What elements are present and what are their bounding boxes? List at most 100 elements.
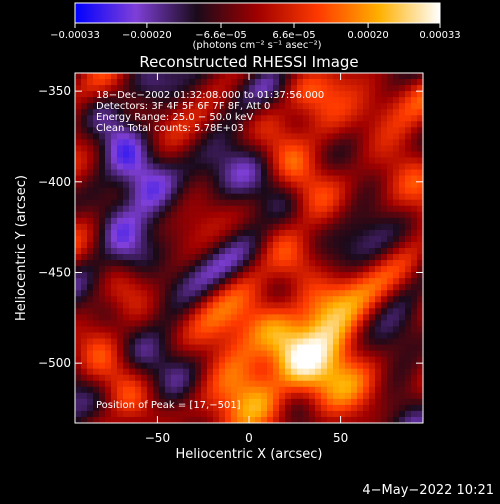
heatmap-cell (195, 163, 202, 171)
heatmap-cell (297, 181, 304, 189)
heatmap-cell (411, 392, 418, 400)
heatmap-cell (183, 121, 190, 128)
heatmap-cell (141, 211, 148, 219)
heatmap-cell (117, 223, 124, 231)
heatmap-cell (189, 284, 196, 291)
heatmap-cell (393, 121, 400, 128)
heatmap-cell (327, 272, 334, 279)
heatmap-cell (123, 278, 130, 285)
heatmap-cell (195, 121, 202, 128)
heatmap-cell (381, 115, 388, 122)
heatmap-cell (111, 73, 118, 80)
heatmap-cell (375, 302, 382, 309)
heatmap-cell (219, 368, 226, 376)
heatmap-cell (243, 229, 250, 237)
heatmap-cell (159, 356, 166, 364)
heatmap-cell (315, 398, 322, 406)
y-axis-ticks: −350−400−450−500 (38, 84, 423, 370)
heatmap-cell (189, 398, 196, 406)
heatmap-cell (153, 193, 160, 201)
heatmap-cell (309, 392, 316, 400)
heatmap-cell (363, 109, 370, 116)
heatmap-cell (273, 205, 280, 213)
heatmap-cell (231, 254, 238, 261)
heatmap-cell (399, 416, 406, 423)
heatmap-cell (267, 97, 274, 104)
heatmap-cell (159, 308, 166, 315)
heatmap-cell (105, 91, 112, 98)
heatmap-cell (369, 217, 376, 225)
heatmap-cell (291, 296, 298, 303)
heatmap-cell (357, 217, 364, 225)
heatmap-cell (111, 151, 118, 159)
heatmap-cell (381, 211, 388, 219)
heatmap-cell (261, 338, 268, 346)
heatmap-cell (189, 229, 196, 237)
heatmap-cell (315, 362, 322, 370)
heatmap-cell (285, 73, 292, 80)
heatmap-cell (111, 121, 118, 128)
heatmap-cell (267, 187, 274, 195)
heatmap-cell (135, 211, 142, 219)
heatmap-cell (417, 211, 423, 219)
heatmap-cell (153, 187, 160, 195)
heatmap-cell (327, 344, 334, 352)
heatmap-cell (273, 368, 280, 376)
heatmap-cell (75, 254, 82, 261)
heatmap-cell (309, 398, 316, 406)
heatmap-cell (363, 260, 370, 267)
heatmap-cell (105, 296, 112, 303)
heatmap-cell (243, 338, 250, 346)
heatmap-cell (255, 103, 262, 110)
heatmap-cell (363, 416, 370, 423)
heatmap-cell (189, 350, 196, 358)
heatmap-cell (243, 217, 250, 225)
heatmap-cell (159, 338, 166, 346)
heatmap-cell (405, 115, 412, 122)
heatmap-cell (261, 121, 268, 128)
heatmap-cell (279, 296, 286, 303)
heatmap-cell (363, 356, 370, 364)
heatmap-cell (201, 272, 208, 279)
heatmap-cell (159, 115, 166, 122)
heatmap-cell (363, 302, 370, 309)
heatmap-cell (375, 320, 382, 328)
heatmap-cell (171, 374, 178, 382)
heatmap-cell (159, 296, 166, 303)
heatmap-cell (159, 320, 166, 328)
heatmap-cell (87, 73, 94, 80)
heatmap-cell (327, 266, 334, 273)
heatmap-cell (177, 91, 184, 98)
heatmap-cell (75, 229, 82, 237)
heatmap-cell (393, 266, 400, 273)
heatmap-cell (285, 248, 292, 255)
heatmap-cell (189, 115, 196, 122)
heatmap-cell (297, 169, 304, 177)
heatmap-cell (219, 223, 226, 231)
heatmap-cell (381, 356, 388, 364)
heatmap-cell (303, 157, 310, 165)
heatmap-cell (87, 85, 94, 92)
heatmap-cell (165, 272, 172, 279)
heatmap-cell (87, 97, 94, 104)
heatmap-cell (159, 362, 166, 370)
heatmap-cell (411, 302, 418, 309)
heatmap-cell (243, 103, 250, 110)
heatmap-cell (333, 374, 340, 382)
heatmap-cell (351, 320, 358, 328)
heatmap-cell (153, 205, 160, 213)
heatmap-cell (279, 199, 286, 207)
heatmap-cell (159, 229, 166, 237)
heatmap-cell (303, 139, 310, 147)
heatmap-cell (321, 392, 328, 400)
heatmap-cell (99, 386, 106, 394)
heatmap-cell (195, 404, 202, 412)
heatmap-cell (297, 308, 304, 315)
heatmap-cell (171, 392, 178, 400)
heatmap-cell (147, 248, 154, 255)
heatmap-cell (237, 211, 244, 219)
heatmap-cell (345, 356, 352, 364)
heatmap-cell (417, 326, 423, 334)
heatmap-cell (195, 187, 202, 195)
heatmap-cell (321, 320, 328, 328)
